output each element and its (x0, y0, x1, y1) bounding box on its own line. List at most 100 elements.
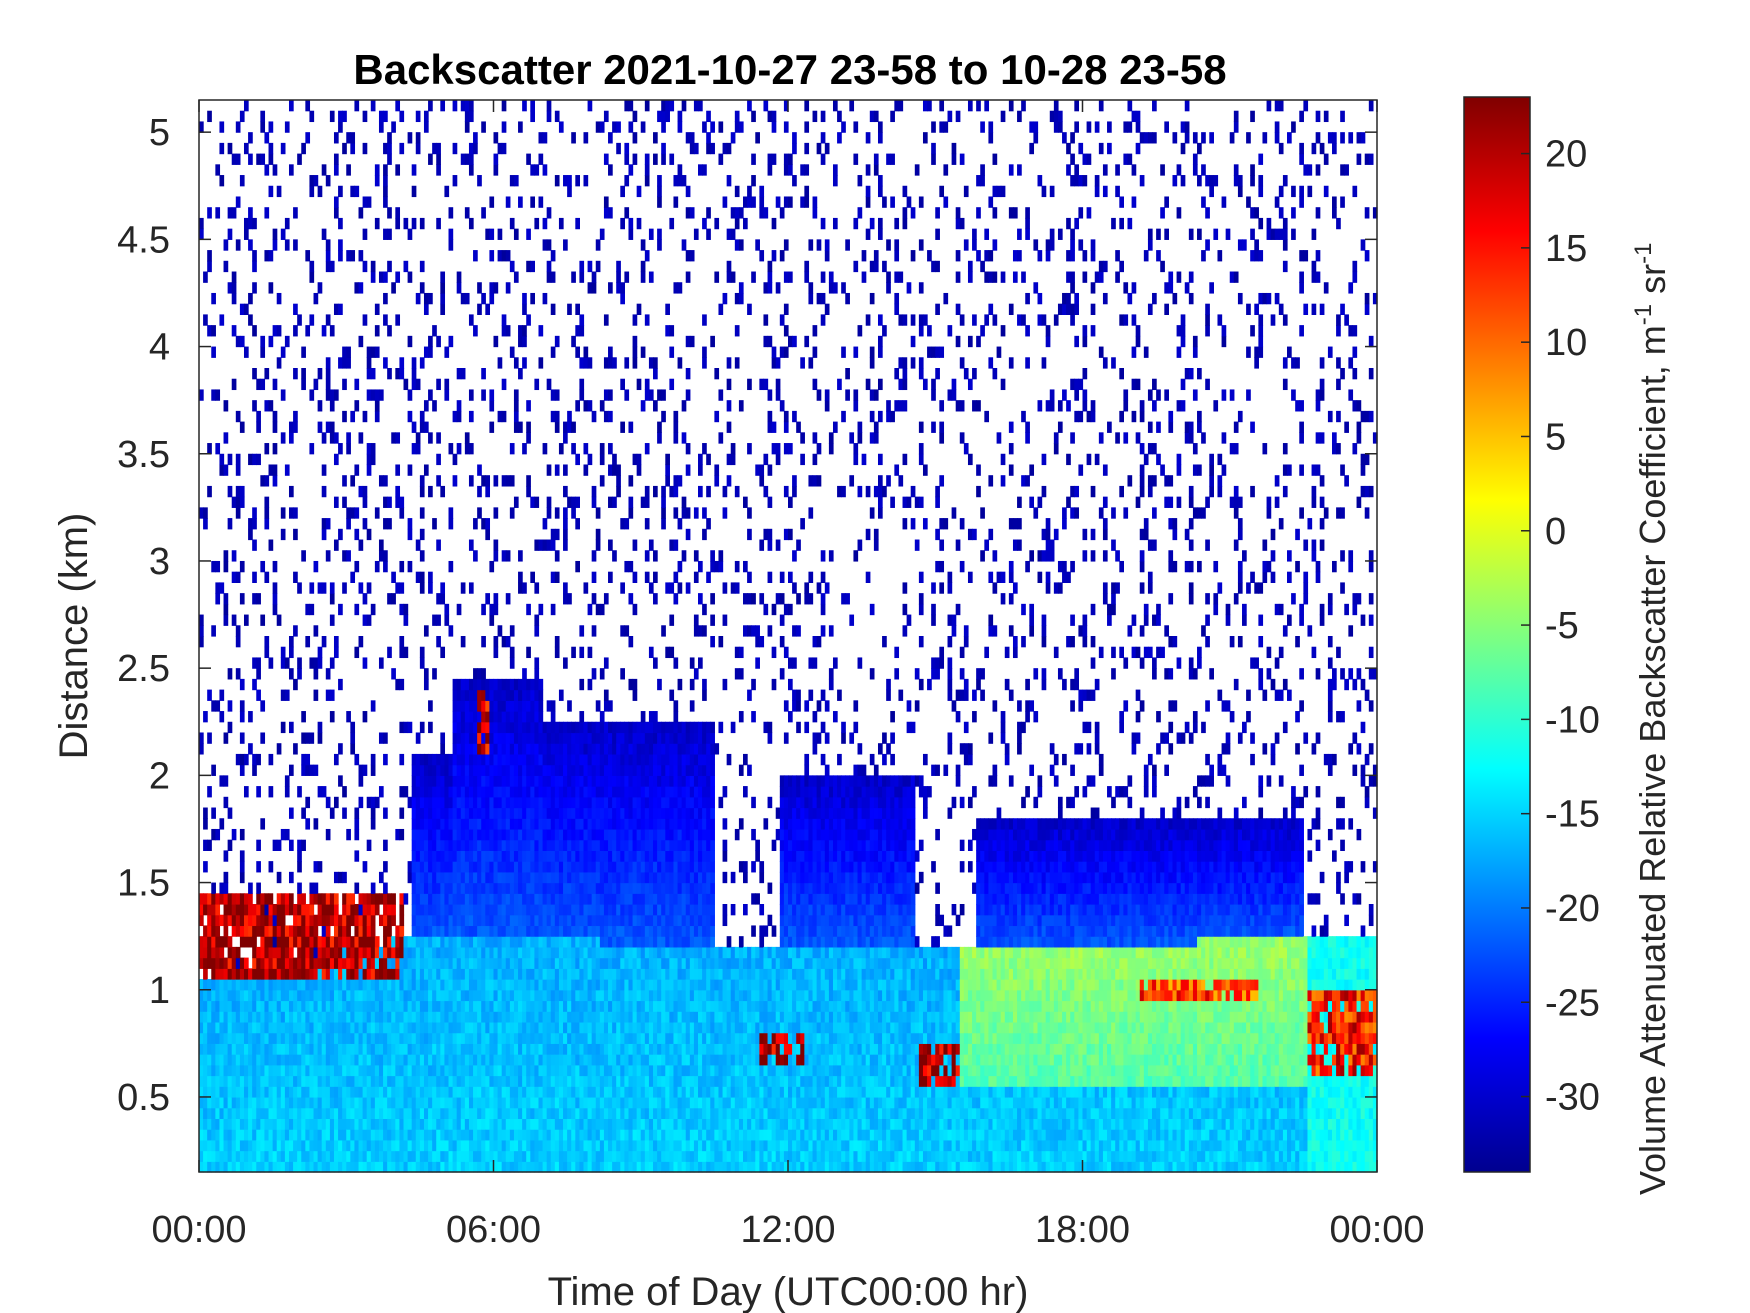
heatmap-cell (260, 335, 266, 348)
heatmap-cell (624, 1054, 630, 1066)
heatmap-cell (509, 721, 515, 734)
heatmap-cell (260, 818, 266, 830)
heatmap-cell (493, 979, 499, 991)
heatmap-cell (546, 807, 552, 819)
heatmap-cell (558, 1129, 564, 1141)
heatmap-cell (428, 700, 433, 712)
heatmap-cell (350, 957, 356, 969)
heatmap-cell (636, 743, 642, 755)
heatmap-cell (554, 1064, 560, 1077)
heatmap-cell (456, 786, 462, 798)
heatmap-cell (448, 1043, 454, 1055)
heatmap-cell (374, 410, 380, 423)
heatmap-cell (632, 850, 638, 862)
heatmap-cell (603, 1075, 609, 1087)
heatmap-cell (276, 292, 282, 305)
heatmap-cell (411, 443, 417, 455)
heatmap-cell (448, 1129, 454, 1141)
heatmap-cell (415, 839, 421, 851)
heatmap-cell (333, 893, 339, 905)
heatmap-cell (395, 271, 401, 283)
heatmap-cell (419, 1054, 425, 1066)
heatmap-cell (636, 1064, 642, 1077)
heatmap-cell (272, 925, 278, 937)
heatmap-cell (587, 743, 593, 755)
heatmap-cell (628, 753, 634, 766)
heatmap-cell (571, 271, 576, 283)
heatmap-cell (460, 764, 466, 776)
heatmap-cell (423, 753, 429, 766)
heatmap-cell (456, 743, 462, 755)
heatmap-cell (448, 936, 454, 948)
heatmap-cell (583, 925, 589, 937)
heatmap-cell (550, 828, 556, 841)
heatmap-cell (644, 1064, 650, 1077)
heatmap-cell (575, 1021, 580, 1034)
heatmap-cell (505, 1129, 511, 1141)
heatmap-cell (603, 1011, 609, 1023)
heatmap-cell (317, 1118, 323, 1130)
heatmap-cell (378, 1043, 384, 1055)
heatmap-cell (456, 839, 462, 851)
heatmap-cell (628, 1118, 634, 1130)
heatmap-cell (513, 968, 519, 980)
heatmap-cell (227, 1021, 233, 1034)
heatmap-cell (632, 882, 638, 894)
heatmap-cell (505, 1064, 511, 1077)
heatmap-cell (591, 796, 597, 809)
heatmap-cell (403, 1096, 409, 1109)
heatmap-cell (616, 957, 621, 969)
heatmap-cell (481, 721, 486, 734)
heatmap-cell (644, 957, 650, 969)
heatmap-cell (346, 828, 351, 841)
heatmap-cell (468, 1096, 474, 1109)
heatmap-cell (317, 1032, 323, 1044)
heatmap-cell (203, 1118, 208, 1130)
heatmap-cell (288, 936, 294, 948)
heatmap-cell (509, 260, 515, 273)
heatmap-cell (374, 1054, 380, 1066)
heatmap-cell (219, 1021, 225, 1034)
heatmap-cell (485, 1150, 491, 1162)
heatmap-cell (616, 818, 621, 830)
heatmap-cell (591, 839, 597, 851)
heatmap-cell (567, 1000, 572, 1012)
heatmap-cell (538, 700, 544, 712)
heatmap-cell (509, 1000, 515, 1012)
heatmap-cell (219, 893, 225, 905)
heatmap-cell (513, 1032, 519, 1044)
heatmap-cell (534, 378, 540, 391)
heatmap-cell (616, 925, 621, 937)
heatmap-cell (383, 1107, 388, 1119)
heatmap-cell (485, 753, 491, 766)
heatmap-cell (558, 1064, 564, 1077)
heatmap-cell (640, 1021, 646, 1034)
heatmap-cell (587, 946, 593, 959)
heatmap-cell (338, 303, 343, 315)
heatmap-cell (452, 786, 458, 798)
heatmap-cell (383, 1064, 388, 1077)
heatmap-cell (636, 217, 642, 230)
heatmap-cell (452, 1118, 458, 1130)
heatmap-cell (468, 882, 474, 894)
heatmap-cell (223, 968, 229, 980)
heatmap-cell (608, 989, 613, 1002)
heatmap-cell (468, 689, 474, 701)
heatmap-cell (579, 871, 585, 884)
heatmap-cell (256, 1000, 261, 1012)
heatmap-cell (288, 925, 294, 937)
heatmap-cell (440, 925, 446, 937)
heatmap-cell (497, 861, 503, 873)
heatmap-cell (243, 1086, 249, 1098)
heatmap-cell (616, 1032, 621, 1044)
heatmap-cell (399, 1054, 405, 1066)
heatmap-cell (616, 485, 621, 498)
heatmap-cell (591, 721, 597, 734)
heatmap-cell (505, 636, 511, 648)
heatmap-cell (583, 1096, 589, 1109)
heatmap-cell (440, 1150, 446, 1162)
heatmap-cell (473, 1096, 478, 1109)
heatmap-cell (342, 925, 347, 937)
heatmap-cell (468, 721, 474, 734)
heatmap-cell (550, 946, 556, 959)
